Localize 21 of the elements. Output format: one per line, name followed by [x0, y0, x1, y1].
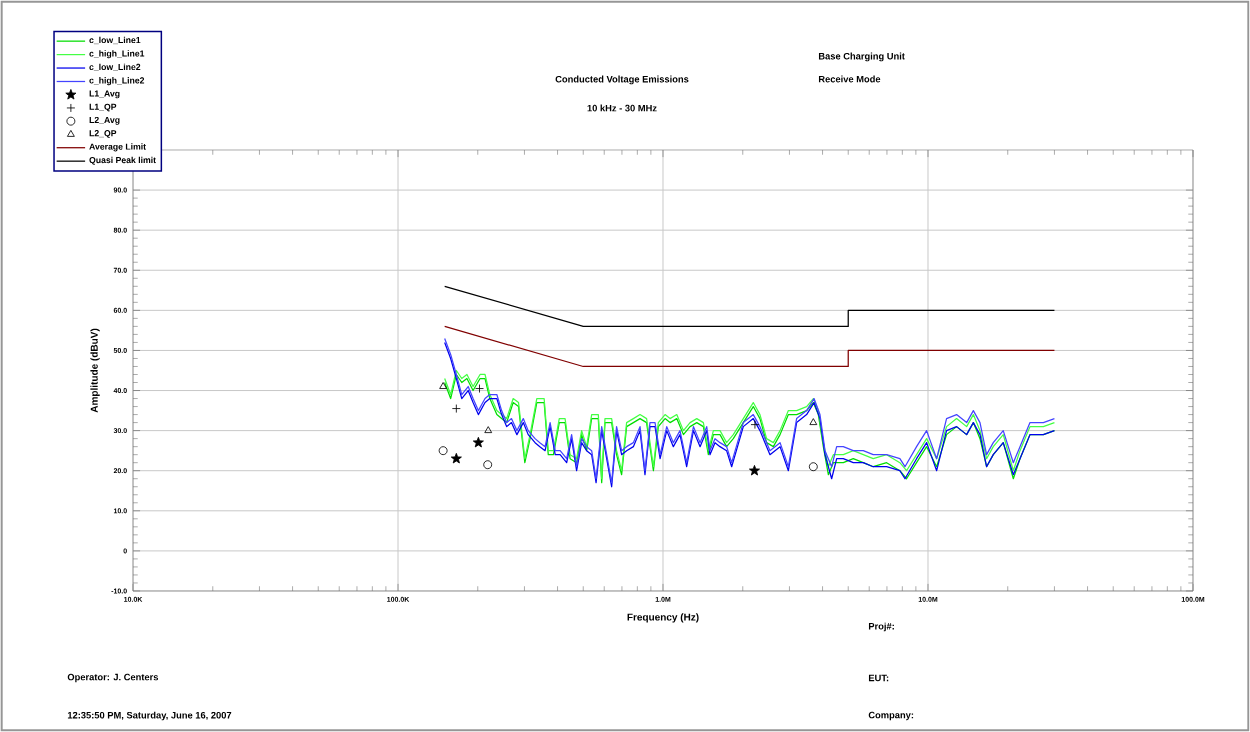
text: Base Charging Unit: [818, 52, 905, 62]
text: Proj#:: [868, 622, 894, 632]
text: EUT:: [868, 674, 889, 682]
text: Company:: [868, 711, 914, 721]
legend-label: c_high_Line2: [89, 77, 145, 86]
legend-label: L2_QP: [89, 130, 117, 138]
legend-label: L1_QP: [89, 103, 117, 112]
chart-title: Conducted Voltage Emissions: [555, 75, 689, 85]
legend-label: Quasi Peak limit: [89, 156, 156, 165]
x-axis-title: Frequency (Hz): [627, 613, 699, 623]
text: Operator: J. Centers: [67, 673, 159, 683]
legend-label: L2_Avg: [89, 116, 120, 125]
legend-label: c_low_Line1: [89, 36, 141, 45]
legend-label: c_low_Line2: [89, 63, 141, 71]
legend-label: L1_Avg: [89, 90, 120, 99]
text: Receive Mode: [818, 75, 881, 83]
y-axis-title: Amplitude (dBuV): [90, 328, 100, 413]
legend-label: Average Limit: [89, 143, 146, 152]
chart-subtitle: 10 kHz - 30 MHz: [587, 104, 657, 112]
legend-label: c_high_Line1: [89, 50, 145, 59]
text: 12:35:50 PM, Saturday, June 16, 2007: [67, 711, 232, 721]
